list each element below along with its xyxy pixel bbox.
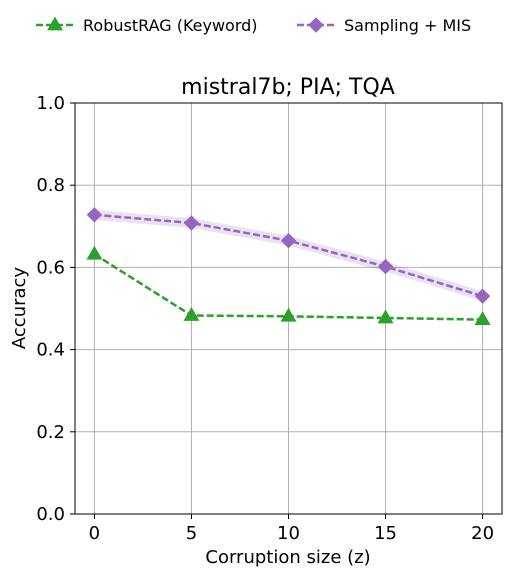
data-point-1-4	[474, 288, 491, 304]
chart-title: mistral7b; PIA; TQA	[181, 75, 395, 100]
confidence-bands	[94, 209, 483, 302]
legend-label-robustrag: RobustRAG (Keyword)	[83, 16, 258, 35]
plot-area-frame	[74, 102, 503, 515]
y-tick-label: 0.6	[36, 257, 65, 278]
legend: RobustRAG (Keyword) Sampling + MIS	[36, 16, 471, 35]
x-tick-label: 5	[186, 523, 197, 544]
x-axis-label: Corruption size (z)	[205, 547, 370, 568]
data-markers	[86, 207, 491, 325]
data-point-0-4	[474, 311, 491, 325]
y-tick-label: 0.2	[36, 422, 65, 443]
legend-diamond-marker	[308, 17, 324, 33]
x-tick-label: 15	[374, 523, 397, 544]
x-tick-label: 0	[89, 523, 100, 544]
legend-item-robustrag: RobustRAG (Keyword)	[36, 16, 258, 35]
data-point-0-3	[377, 309, 394, 324]
legend-item-sampling-mis: Sampling + MIS	[297, 16, 471, 35]
y-tick-label: 0.8	[36, 175, 65, 196]
data-point-1-0	[86, 207, 103, 223]
axis-ticks: 0 5 10 15 20 0.0 0.2 0.4 0.6 0.8 1.0	[36, 93, 494, 544]
data-point-1-1	[183, 215, 200, 231]
y-tick-label: 0.0	[36, 504, 65, 525]
data-point-0-1	[183, 306, 200, 321]
y-tick-label: 1.0	[36, 93, 65, 114]
data-point-0-0	[86, 245, 103, 260]
x-tick-label: 10	[277, 523, 300, 544]
data-point-0-2	[280, 307, 297, 322]
data-point-1-3	[377, 258, 394, 275]
legend-triangle-marker	[47, 16, 63, 31]
grid-lines	[75, 102, 502, 515]
x-tick-label: 20	[471, 523, 494, 544]
y-axis-label: Accuracy	[9, 267, 30, 350]
legend-label-sampling-mis: Sampling + MIS	[344, 16, 471, 35]
y-tick-label: 0.4	[36, 340, 65, 361]
confidence-band-1	[94, 209, 483, 302]
data-point-1-2	[280, 232, 297, 249]
